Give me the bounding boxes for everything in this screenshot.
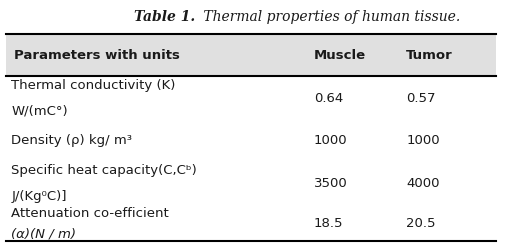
Text: Thermal conductivity (K): Thermal conductivity (K) xyxy=(11,79,176,92)
Text: J/(Kg⁰C)]: J/(Kg⁰C)] xyxy=(11,189,67,202)
Text: Muscle: Muscle xyxy=(314,49,366,62)
Text: Tumor: Tumor xyxy=(406,49,453,62)
Text: 1000: 1000 xyxy=(314,133,347,146)
Text: Density (ρ) kg/ m³: Density (ρ) kg/ m³ xyxy=(11,133,133,146)
Bar xyxy=(6,35,496,77)
Text: 18.5: 18.5 xyxy=(314,216,343,229)
Text: Table 1.: Table 1. xyxy=(134,10,195,24)
Text: 0.57: 0.57 xyxy=(406,91,436,104)
Text: 1000: 1000 xyxy=(406,133,440,146)
Text: Parameters with units: Parameters with units xyxy=(14,49,180,62)
Text: 3500: 3500 xyxy=(314,176,347,189)
Text: 0.64: 0.64 xyxy=(314,91,343,104)
Text: Thermal properties of human tissue.: Thermal properties of human tissue. xyxy=(199,10,460,24)
Text: 20.5: 20.5 xyxy=(406,216,436,229)
Text: 4000: 4000 xyxy=(406,176,440,189)
Text: (α)(N / m): (α)(N / m) xyxy=(11,226,76,239)
Text: Attenuation co-efficient: Attenuation co-efficient xyxy=(11,206,169,219)
Text: Specific heat capacity(C,Cᵇ): Specific heat capacity(C,Cᵇ) xyxy=(11,163,197,176)
Text: W/(mC°): W/(mC°) xyxy=(11,104,68,117)
